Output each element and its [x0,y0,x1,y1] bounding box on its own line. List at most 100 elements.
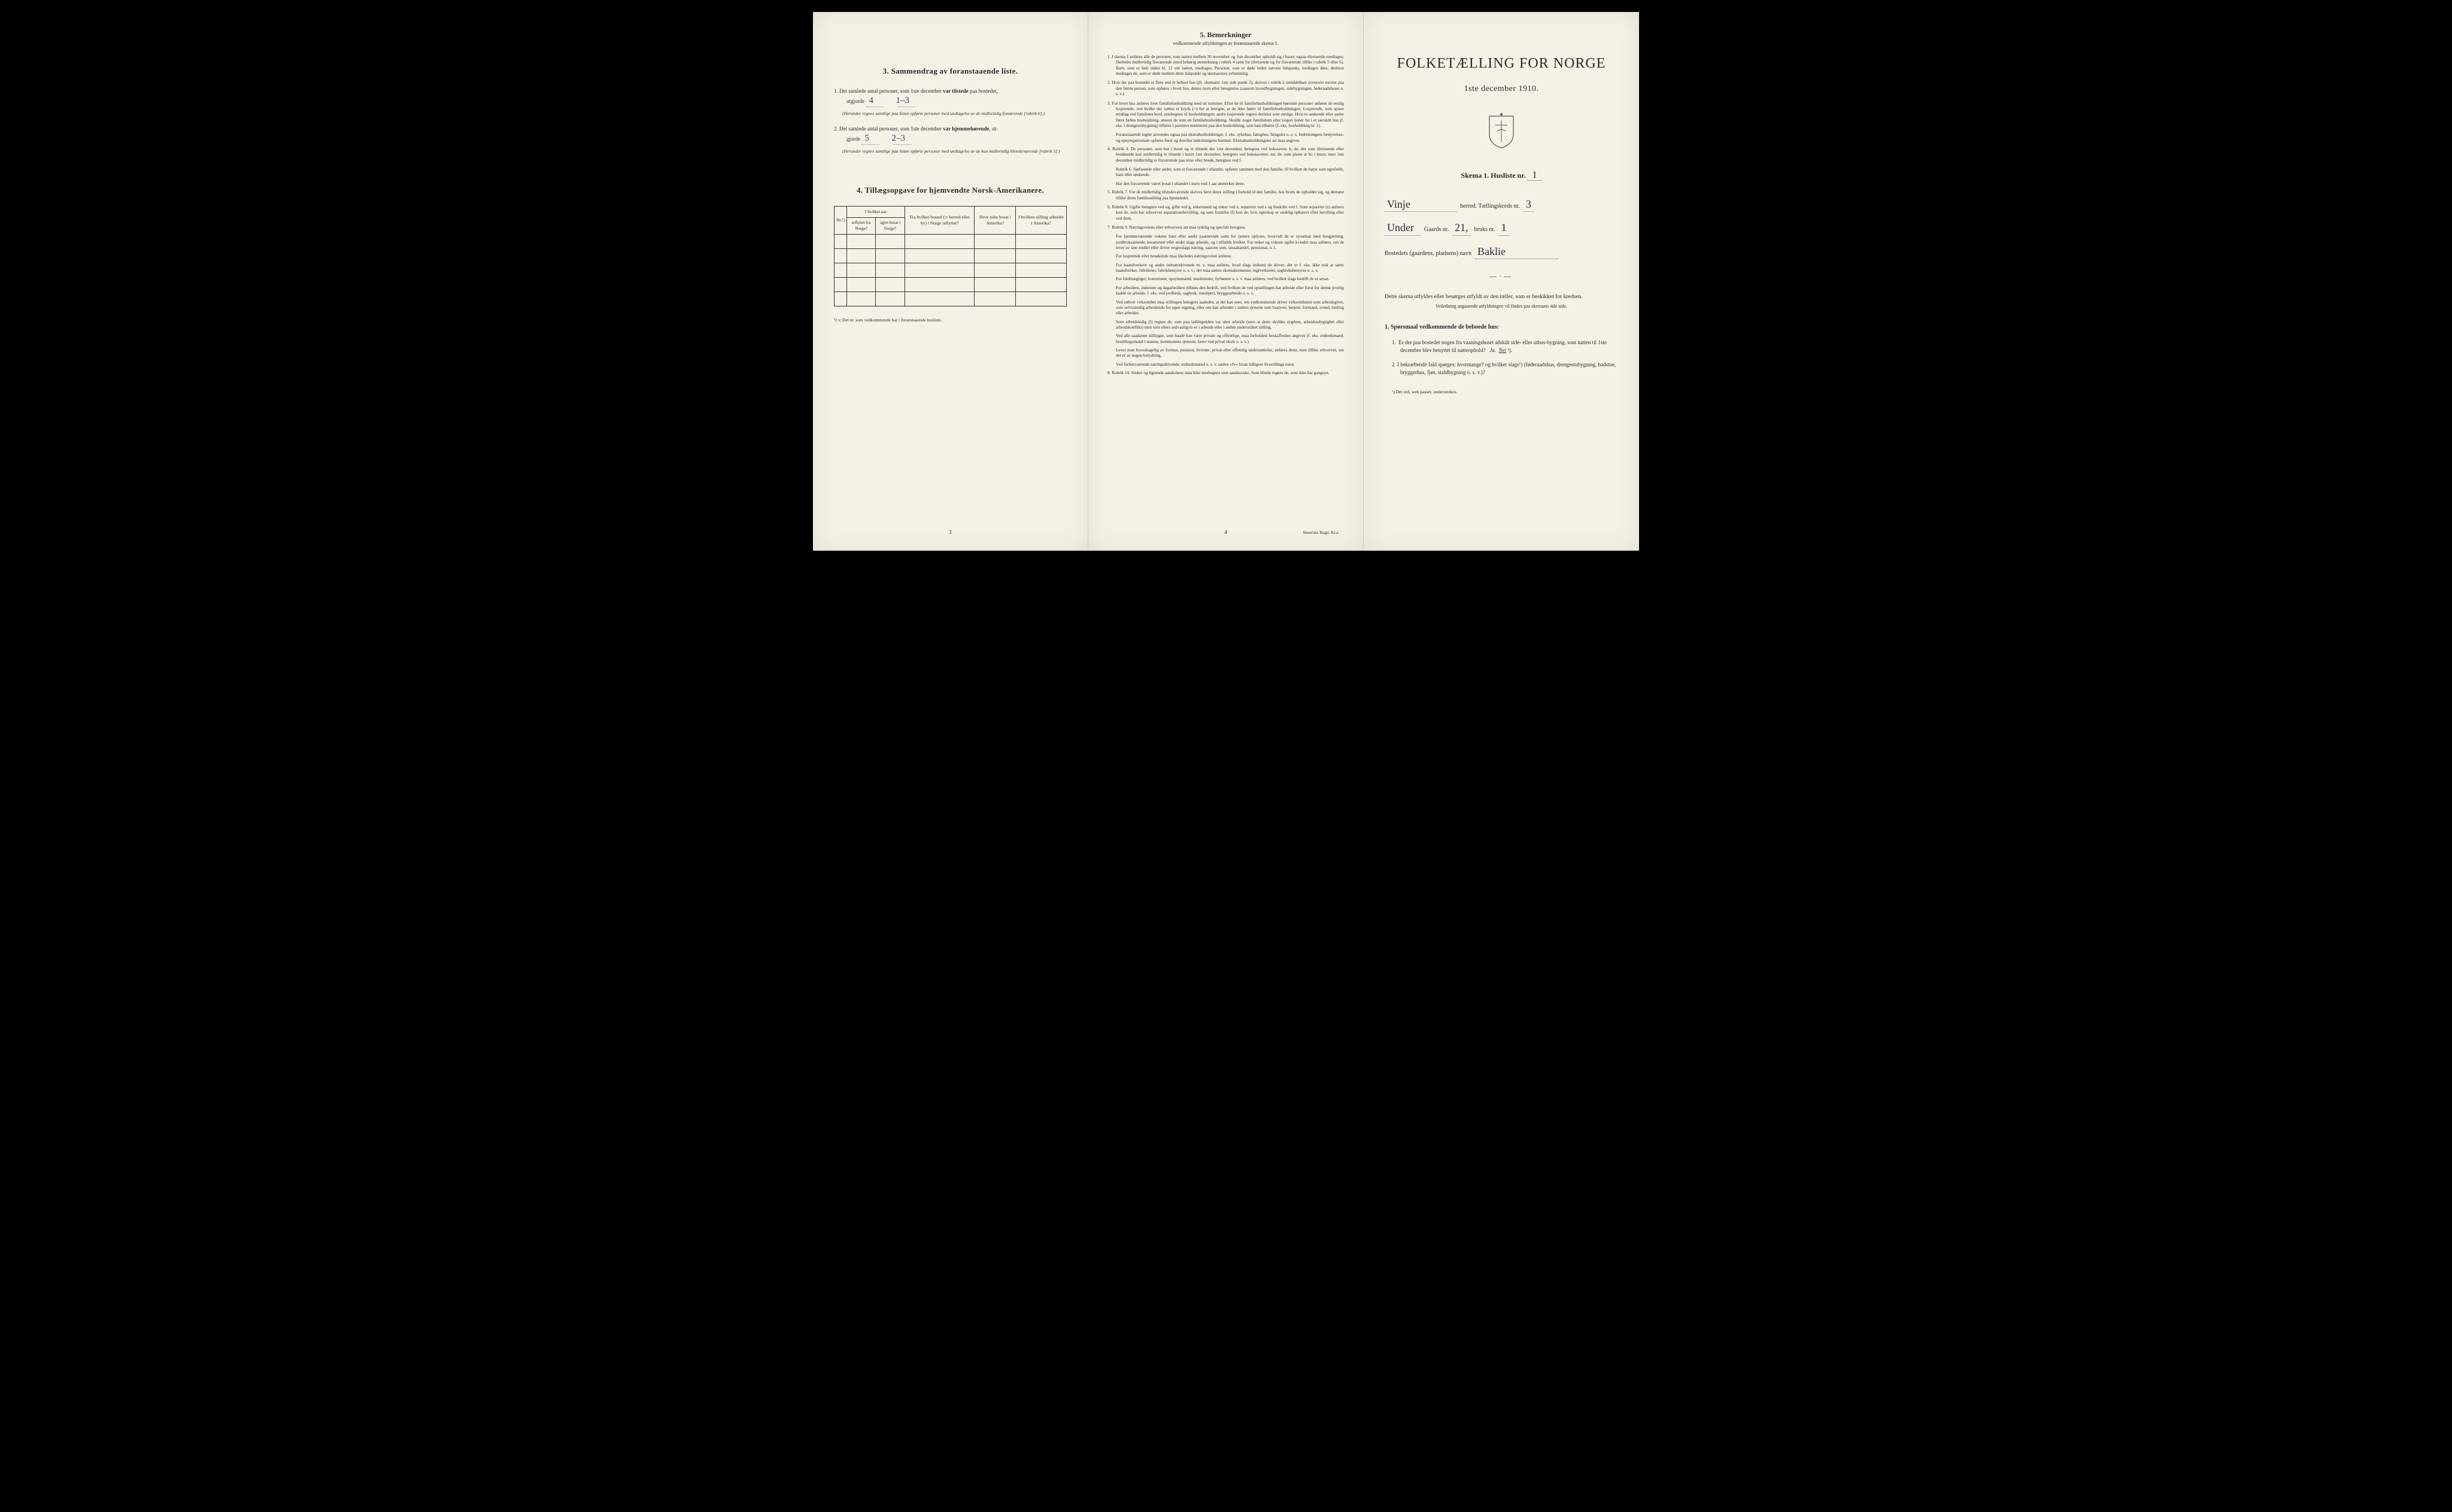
hw-count-2: 5 [861,132,879,145]
table-cell [876,249,905,263]
section-4-title: 4. Tillægsopgave for hjemvendte Norsk-Am… [834,185,1067,196]
table-cell [905,263,975,278]
document-triptych: 3. Sammendrag av foranstaaende liste. 1.… [813,12,1639,551]
remark-6: 6. Rubrik 8. Ugifte betegnes ved ug, gif… [1107,205,1344,221]
bruk-label: bruks nr. [1474,226,1495,234]
ornament-divider: ―·― [1385,271,1618,281]
hw-kreds: 3 [1524,197,1534,212]
table-cell [905,235,975,249]
table-cell [847,292,876,306]
text: 2. Det samlede antal personer, som 1ste … [834,126,943,132]
main-title: FOLKETÆLLING FOR NORGE [1385,54,1618,73]
answer-nei: Nei [1498,347,1506,353]
table-cell [975,249,1016,263]
question-2: 2. I bekræftende fald spørges: hvormange… [1385,361,1618,377]
text: 1. Det samlede antal personer, som 1ste … [834,88,943,94]
note-1: (Herunder regnes samtlige paa listen opf… [834,111,1067,117]
emigrant-tbody [834,235,1067,306]
remark-7-paras: For hjemmeværende voksne barn eller andr… [1107,234,1344,368]
text-bold: var hjemmehørende [943,126,989,132]
remark-7-para: For haandverkere og andre industridriven… [1107,263,1344,274]
section-3-title: 3. Sammendrag av foranstaaende liste. [834,66,1067,77]
remark-7-para: For hjemmeværende voksne barn eller andr… [1107,234,1344,251]
hw-gaard-nr: 21, [1452,220,1471,235]
table-cell [847,278,876,292]
table-cell [1016,278,1067,292]
text: , ut- [989,126,998,132]
table-cell [834,292,847,306]
th-sub-a: utflyttet fra Norge? [847,218,876,235]
table-cell [834,249,847,263]
emigrant-table: Nr.¹) I hvilket aar Fra hvilket bosted (… [834,206,1067,306]
remark-3: 3. For hvert hus anføres hver familiehus… [1107,101,1344,129]
table-cell [1016,292,1067,306]
left-footnote: ¹) ɔ: Det nr. som vedkommende har i fora… [834,317,1067,323]
remark-7-para: Ved forhenværende næringsdrivende, embed… [1107,362,1344,368]
table-row [834,249,1067,263]
table-cell [847,235,876,249]
table-cell [975,235,1016,249]
table-row [834,235,1067,249]
remarks-body: 1. I skema 1 anføres alle de personer, s… [1107,54,1344,377]
section-5-subtitle: vedkommende utfyldningen av foranstaaend… [1107,41,1344,47]
text: utgjorde [846,98,866,104]
table-row [834,292,1067,306]
table-cell [975,278,1016,292]
page-number-3: 3 [949,529,952,536]
remark-7-para: Ved alle saadanne stillinger, som baade … [1107,333,1344,345]
remark-1: 1. I skema 1 anføres alle de personer, s… [1107,54,1344,77]
remark-7-para: Som arbeidsledig (l) regnes de, som paa … [1107,320,1344,331]
remark-4-extra1: Rubrik 6. Sjøfarende eller andre, som er… [1107,167,1344,178]
table-cell [876,278,905,292]
table-cell [905,249,975,263]
printer-mark: Steen'ske Bogtr. Kr.a. [1303,530,1339,536]
table-header-row: Nr.¹) I hvilket aar Fra hvilket bosted (… [834,207,1067,218]
table-cell [1016,249,1067,263]
herred-line: Vinje herred. Tællingskreds nr. 3 [1385,197,1618,212]
herred-label: herred. Tællingskreds nr. [1460,202,1520,211]
table-cell [876,235,905,249]
hw-bosted: Baklie [1475,244,1559,259]
note-2: (Herunder regnes samtlige paa listen opf… [834,148,1067,154]
summary-item-1: 1. Det samlede antal personer, som 1ste … [834,87,1067,107]
page-number-4: 4 [1224,529,1227,536]
text: gjorde [846,136,861,142]
skema-line: Skema 1. Husliste nr. 1 [1385,169,1618,182]
table-cell [975,292,1016,306]
th-job: I hvilken stilling arbeidet i Amerika? [1016,207,1067,235]
table-row [834,263,1067,278]
text: paa bostedet, [969,88,998,94]
coat-of-arms-icon [1385,113,1618,151]
gaard-label: Gaards nr. [1424,226,1449,234]
hw-herred: Vinje [1385,197,1456,212]
table-cell [975,263,1016,278]
remark-7-para: For arbeidere, inderster og dagarbeidere… [1107,286,1344,297]
th-where: Hvor sidst bosat i Amerika? [975,207,1016,235]
remark-5: 5. Rubrik 7. For de midlertidig tilstede… [1107,190,1344,201]
th-nr: Nr.¹) [834,207,847,235]
table-cell [847,263,876,278]
remark-7-para: Ved enhver virksomhet maa stillingen bet… [1107,300,1344,317]
table-cell [1016,263,1067,278]
table-cell [834,235,847,249]
remark-7-para: For fuldmægtiger, kontorister, opsynsmæn… [1107,277,1344,282]
table-cell [847,249,876,263]
table-cell [1016,235,1067,249]
section-5-title: 5. Bemerkninger [1107,30,1344,40]
th-sub-b: igjen bosat i Norge? [876,218,905,235]
text-bold: var tilstede [943,88,969,94]
table-cell [905,278,975,292]
table-row [834,278,1067,292]
remark-7: 7. Rubrik 9. Næringsveiens eller erhverv… [1107,225,1344,230]
th-year: I hvilket aar [847,207,905,218]
remark-7-para: Lever man hovedsagelig av formue, pensio… [1107,348,1344,359]
remark-2: 2. Hvis der paa bostedet er flere end ét… [1107,80,1344,97]
table-cell [834,263,847,278]
page-left: 3. Sammendrag av foranstaaende liste. 1.… [813,12,1088,551]
remark-3-extra: Foranstaaende regler anvendes ogsaa paa … [1107,132,1344,144]
summary-item-2: 2. Det samlede antal personer, som 1ste … [834,125,1067,145]
remark-8: 8. Rubrik 14. Sinker og lignende aandssl… [1107,371,1344,376]
gaard-line: Under Gaards nr. 21, bruks nr. 1 [1385,220,1618,235]
th-from: Fra hvilket bosted (ɔ: herred eller by) … [905,207,975,235]
table-cell [876,263,905,278]
